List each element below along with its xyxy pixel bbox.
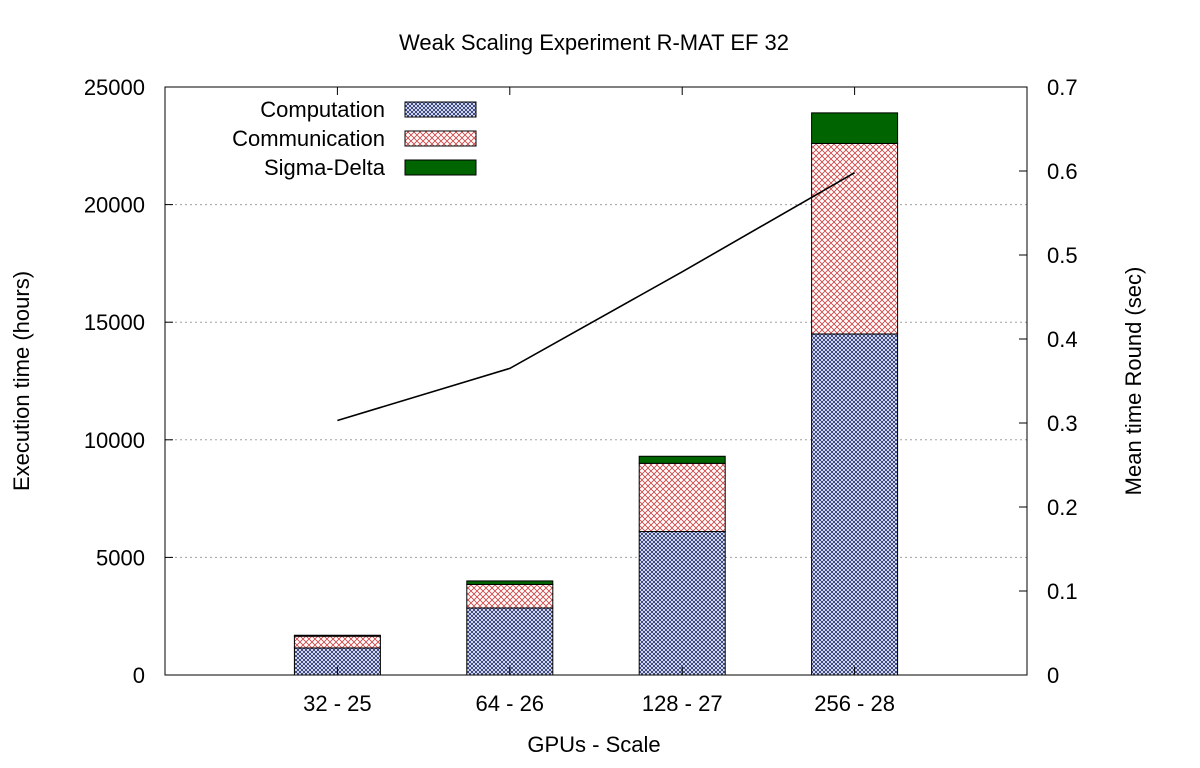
y2-axis-label: Mean time Round (sec): [1121, 267, 1146, 496]
bar-computation-3: [811, 333, 899, 676]
y2-tick-label: 0.4: [1047, 327, 1078, 352]
x-tick-label: 64 - 26: [476, 691, 545, 716]
bar-computation-1: [466, 607, 554, 676]
gridlines: [165, 204, 1027, 558]
x-tick-label: 256 - 28: [814, 691, 895, 716]
y2-tick-label: 0.3: [1047, 411, 1078, 436]
y-tick-label: 5000: [96, 545, 145, 570]
y-axis-ticks: 0 5000 10000 15000 20000 25000: [84, 75, 173, 688]
plot-frame: [164, 86, 1028, 676]
bar-sigma-delta-1: [466, 580, 554, 585]
y-tick-label: 15000: [84, 310, 145, 335]
legend-label: Computation: [260, 97, 385, 122]
bar-sigma-delta-2: [638, 455, 726, 464]
legend: Computation Communication Sigma-Delta: [232, 97, 477, 180]
legend-swatch: [404, 159, 477, 176]
y2-tick-label: 0.1: [1047, 579, 1078, 604]
x-axis-ticks: 32 - 25 64 - 26 128 - 27 256 - 28: [303, 87, 895, 716]
legend-swatch: [404, 130, 477, 147]
y2-tick-label: 0: [1047, 663, 1059, 688]
legend-label: Communication: [232, 126, 385, 151]
legend-label: Sigma-Delta: [264, 155, 386, 180]
y2-tick-label: 0.5: [1047, 243, 1078, 268]
y-tick-label: 20000: [84, 193, 145, 218]
y2-tick-label: 0.7: [1047, 75, 1078, 100]
x-tick-label: 128 - 27: [642, 691, 723, 716]
legend-swatch: [404, 101, 477, 118]
y-tick-label: 10000: [84, 428, 145, 453]
chart-title: Weak Scaling Experiment R-MAT EF 32: [399, 30, 789, 55]
bar-sigma-delta-0: [293, 634, 381, 637]
bar-communication-3: [811, 142, 899, 335]
bar-communication-1: [466, 583, 554, 609]
line-series: [337, 171, 855, 422]
bar-computation-2: [638, 531, 726, 676]
y-axis-label: Execution time (hours): [9, 271, 34, 491]
bar-communication-0: [293, 635, 381, 649]
bar-communication-2: [638, 462, 726, 533]
line-mean-time-round: [337, 171, 855, 422]
x-axis-label: GPUs - Scale: [527, 732, 660, 757]
y2-axis-ticks: 0 0.1 0.2 0.3 0.4 0.5 0.6 0.7: [1019, 75, 1078, 688]
y-tick-label: 25000: [84, 75, 145, 100]
y-tick-label: 0: [133, 663, 145, 688]
x-tick-label: 32 - 25: [303, 691, 372, 716]
y2-tick-label: 0.6: [1047, 159, 1078, 184]
bars: [293, 112, 899, 676]
bar-sigma-delta-3: [811, 112, 899, 144]
y2-tick-label: 0.2: [1047, 495, 1078, 520]
